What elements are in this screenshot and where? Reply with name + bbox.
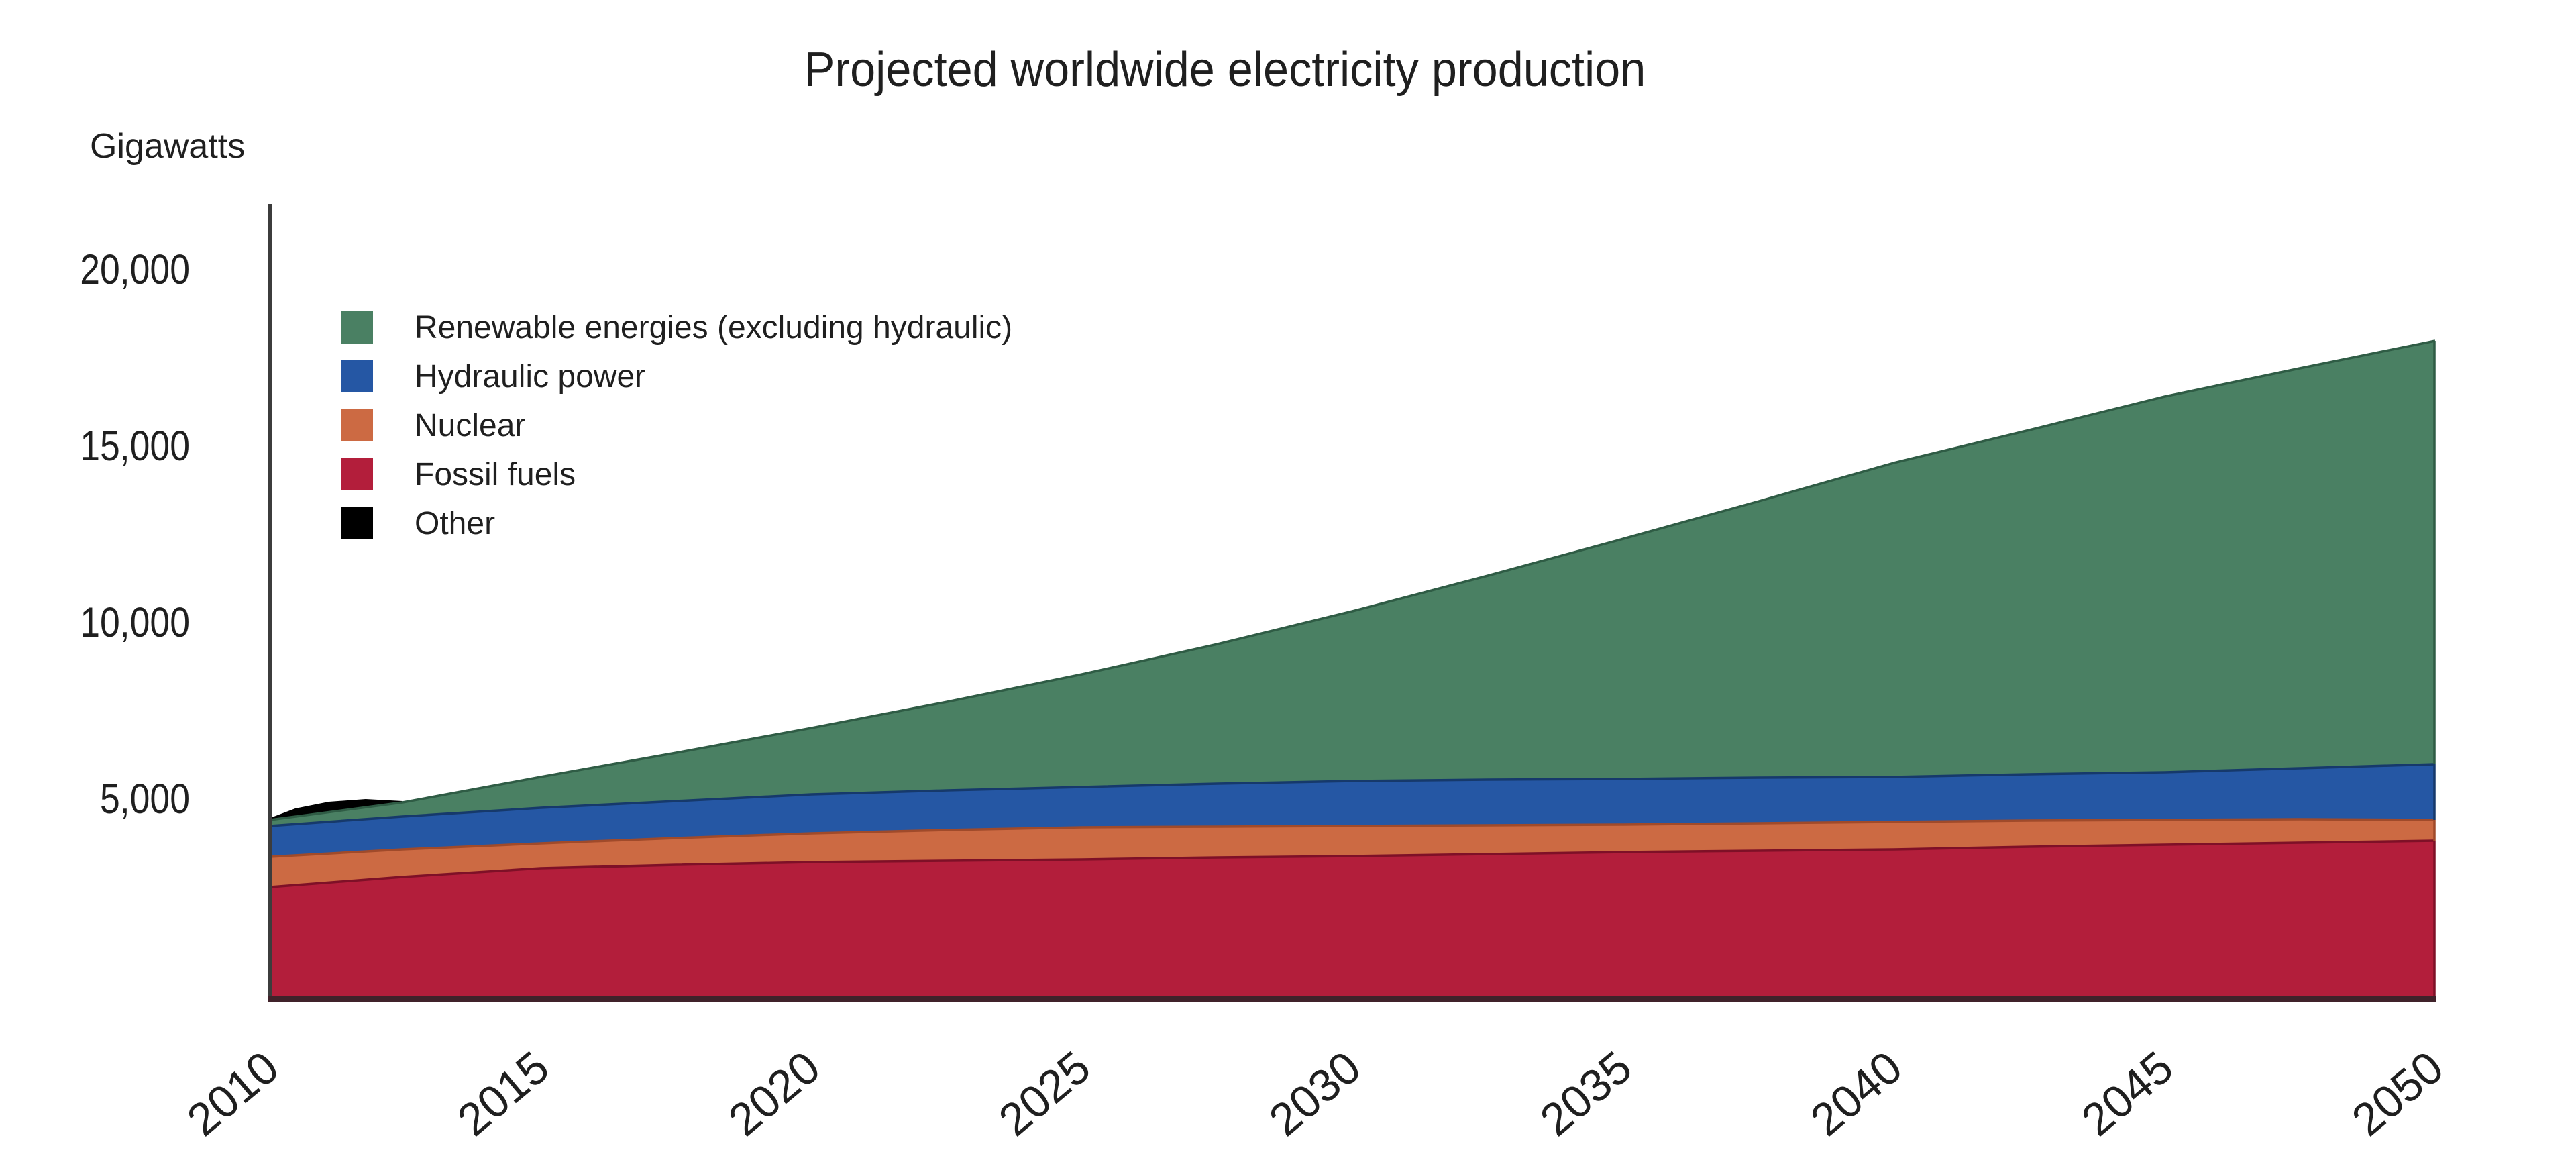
svg-text:Hydraulic power: Hydraulic power [415,359,645,395]
svg-text:Projected worldwide electricit: Projected worldwide electricity producti… [804,42,1646,96]
svg-text:5,000: 5,000 [100,776,190,823]
svg-text:Gigawatts: Gigawatts [90,127,245,166]
svg-text:Other: Other [415,506,495,541]
svg-text:10,000: 10,000 [80,599,190,646]
svg-text:Renewable energies (excluding: Renewable energies (excluding hydraulic) [415,310,1012,346]
svg-text:20,000: 20,000 [80,246,190,293]
svg-text:Fossil fuels: Fossil fuels [415,457,576,492]
svg-text:15,000: 15,000 [80,423,190,470]
svg-text:Nuclear: Nuclear [415,408,525,443]
